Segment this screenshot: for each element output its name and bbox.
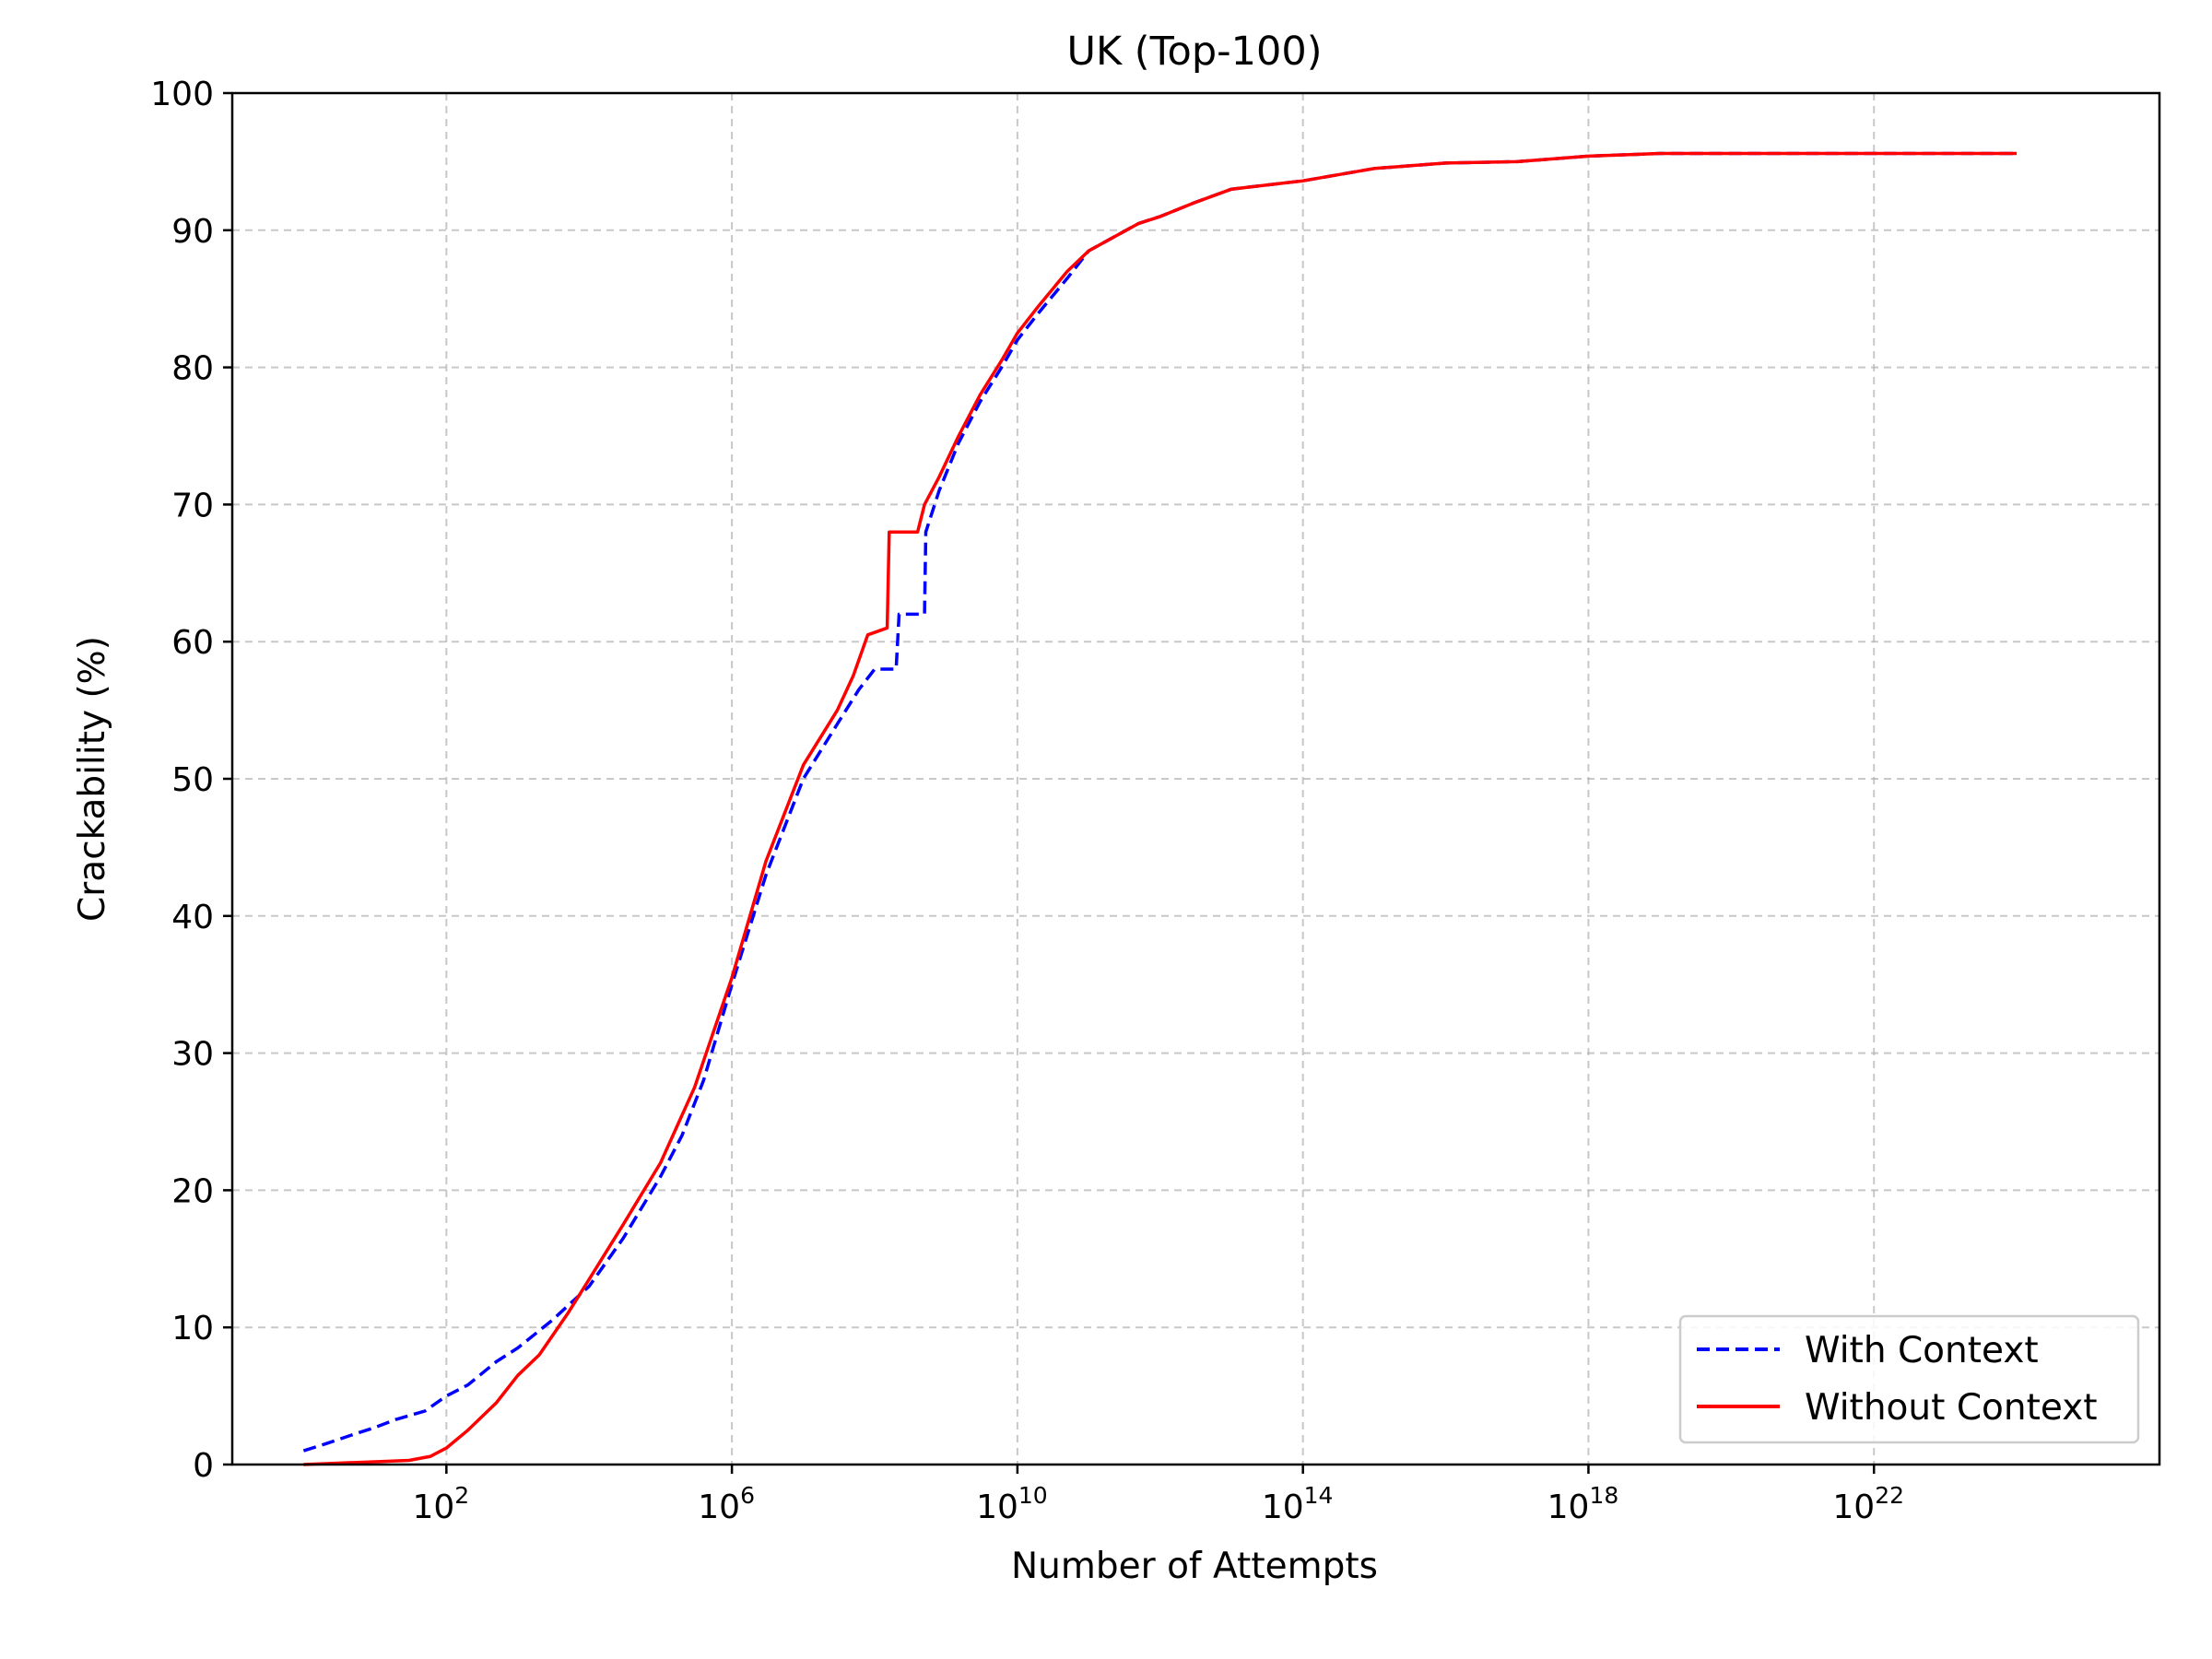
y-tick-label: 50 (171, 761, 214, 799)
chart-title: UK (Top-100) (1066, 29, 1322, 75)
y-tick-label: 90 (171, 213, 214, 251)
legend-box (1678, 1314, 2140, 1444)
y-tick-label: 30 (171, 1036, 214, 1074)
series-line-without-context (303, 151, 2018, 1466)
series-layer (302, 151, 2018, 1466)
x-tick-label: 1010 (976, 1482, 1048, 1526)
x-tick-label: 102 (412, 1482, 469, 1526)
y-axis-label: Crackability (%) (72, 636, 113, 922)
y-tick-label: 40 (171, 899, 214, 936)
y-tick-label: 80 (171, 350, 214, 388)
x-tick-label: 1014 (1262, 1482, 1334, 1526)
y-tick-label: 60 (171, 624, 214, 662)
y-tick-label: 0 (193, 1447, 214, 1485)
y-tick-label: 70 (171, 487, 214, 524)
y-tick-label: 20 (171, 1172, 214, 1210)
tick-layer: 0 10 20 30 40 50 60 70 80 90 100 102 106 1010 1014 1018… (150, 76, 1904, 1526)
y-tick-label: 100 (150, 76, 214, 113)
legend: With Context Without Context (1678, 1314, 2140, 1444)
x-tick-label: 1022 (1832, 1482, 1904, 1526)
y-tick-label: 10 (171, 1310, 214, 1347)
x-tick-label: 106 (698, 1482, 755, 1526)
legend-label-with-context: With Context (1805, 1330, 2039, 1371)
legend-label-without-context: Without Context (1805, 1387, 2098, 1429)
x-axis-label: Number of Attempts (1011, 1546, 1378, 1587)
x-tick-label: 1018 (1547, 1482, 1619, 1526)
